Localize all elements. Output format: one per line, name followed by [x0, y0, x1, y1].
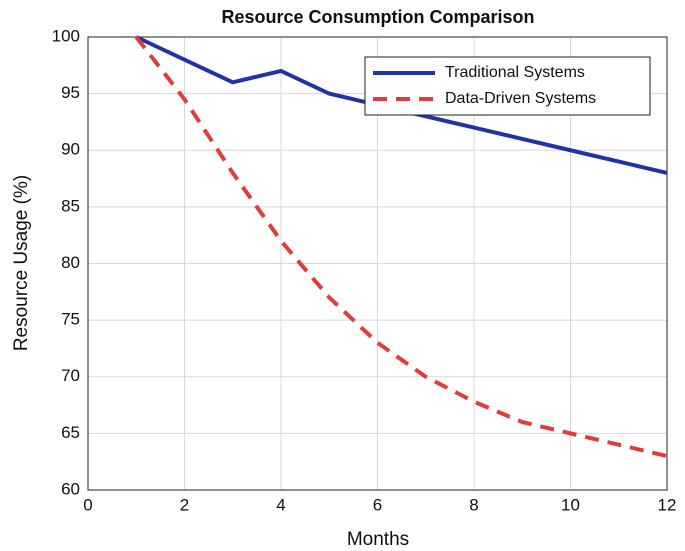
y-tick-label: 100 [52, 26, 80, 45]
x-tick-label: 10 [561, 495, 580, 514]
y-tick-label: 85 [61, 196, 80, 215]
x-tick-label: 6 [373, 495, 382, 514]
y-tick-label: 70 [61, 366, 80, 385]
y-tick-label: 60 [61, 479, 80, 498]
x-tick-label: 4 [276, 495, 285, 514]
y-tick-label: 80 [61, 253, 80, 272]
chart-title: Resource Consumption Comparison [221, 7, 534, 27]
data-line [134, 35, 668, 458]
plot-frame [87, 36, 668, 491]
y-tick-label: 95 [61, 83, 80, 102]
legend-label: Traditional Systems [445, 64, 585, 81]
x-tick-label: 12 [658, 495, 677, 514]
x-axis-label: Months [347, 529, 409, 550]
x-tick-label: 0 [83, 495, 92, 514]
x-tick-label: 2 [180, 495, 189, 514]
legend-label: Data-Driven Systems [445, 90, 596, 107]
y-tick-label: 65 [61, 423, 80, 442]
y-axis-label: Resource Usage (%) [11, 175, 32, 351]
legend-box [364, 56, 651, 116]
y-tick-label: 90 [61, 140, 80, 159]
y-tick-label: 75 [61, 310, 80, 329]
x-tick-label: 8 [469, 495, 478, 514]
